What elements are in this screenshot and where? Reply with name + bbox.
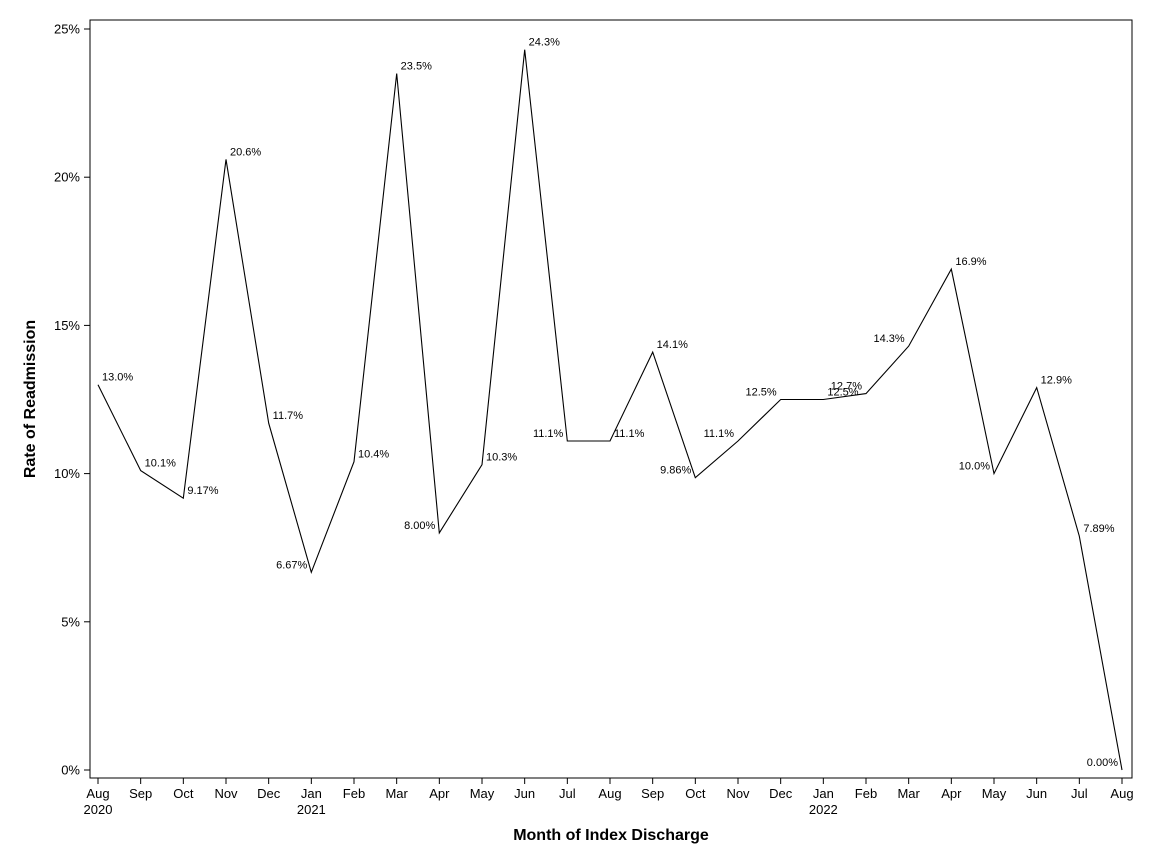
x-tick-label: Jan: [301, 786, 322, 801]
x-tick-label: Mar: [897, 786, 920, 801]
x-tick-year-label: 2020: [84, 802, 113, 817]
x-tick-label: Sep: [129, 786, 152, 801]
y-tick-label: 25%: [54, 22, 80, 37]
x-tick-label: Dec: [257, 786, 281, 801]
data-label: 10.0%: [959, 461, 990, 473]
series-line-readmission-rate: [97, 49, 1123, 771]
x-tick-label: Oct: [685, 786, 706, 801]
data-label: 10.3%: [486, 452, 517, 464]
data-label: 0.00%: [1087, 757, 1118, 769]
x-tick-label: Aug: [598, 786, 621, 801]
data-label: 11.1%: [704, 428, 735, 440]
data-label: 10.1%: [145, 458, 176, 470]
x-tick-label: Aug: [86, 786, 109, 801]
y-tick-label: 0%: [61, 763, 80, 778]
x-tick-label: Feb: [343, 786, 365, 801]
x-tick-label: Aug: [1110, 786, 1133, 801]
data-label: 20.6%: [230, 146, 261, 158]
data-label: 12.9%: [1041, 375, 1072, 387]
x-tick-year-label: 2022: [809, 802, 838, 817]
data-label: 11.1%: [614, 428, 645, 440]
y-axis: 0% 5% 10% 15% 20% 25%: [54, 22, 90, 778]
x-tick-label: Jul: [1071, 786, 1088, 801]
x-tick-label: Nov: [214, 786, 238, 801]
data-label: 23.5%: [401, 60, 432, 72]
x-tick-year-label: 2021: [297, 802, 326, 817]
x-tick-label: Jan: [813, 786, 834, 801]
data-label: 24.3%: [529, 37, 560, 49]
plot-area-frame: [89, 19, 1133, 779]
data-label: 16.9%: [955, 256, 986, 268]
x-tick-label: Apr: [941, 786, 962, 801]
data-labels: 13.0% 10.1% 9.17% 20.6% 11.7% 6.67% 10.4% 23.5%…: [102, 37, 1118, 769]
x-tick-label: Jul: [559, 786, 576, 801]
data-label: 14.3%: [873, 333, 904, 345]
data-label: 10.4%: [358, 449, 389, 461]
data-label: 11.1%: [533, 428, 564, 440]
data-label: 9.17%: [187, 485, 218, 497]
data-label: 11.7%: [273, 410, 304, 422]
x-tick-label: May: [470, 786, 495, 801]
x-tick-label: Jun: [514, 786, 535, 801]
y-tick-label: 10%: [54, 466, 80, 481]
x-tick-label: May: [982, 786, 1007, 801]
data-label: 7.89%: [1083, 523, 1114, 535]
y-tick-label: 20%: [54, 170, 80, 185]
data-label: 12.5%: [827, 387, 858, 399]
x-tick-label: Oct: [173, 786, 194, 801]
y-axis-title: Rate of Readmission: [22, 320, 39, 478]
data-label: 13.0%: [102, 372, 133, 384]
data-label: 12.7%: [831, 381, 862, 393]
x-tick-label: Jun: [1026, 786, 1047, 801]
data-label: 8.00%: [404, 520, 435, 532]
x-axis-title: Month of Index Discharge: [513, 827, 709, 844]
data-label: 6.67%: [276, 559, 307, 571]
x-tick-label: Nov: [726, 786, 750, 801]
data-label: 9.86%: [660, 465, 691, 477]
x-tick-label: Apr: [429, 786, 450, 801]
x-tick-label: Sep: [641, 786, 664, 801]
x-tick-label: Mar: [385, 786, 408, 801]
y-tick-label: 5%: [61, 614, 80, 629]
data-label: 12.5%: [745, 387, 776, 399]
y-tick-label: 15%: [54, 318, 80, 333]
data-label: 14.1%: [657, 339, 688, 351]
x-tick-label: Feb: [855, 786, 877, 801]
x-tick-label: Dec: [769, 786, 793, 801]
